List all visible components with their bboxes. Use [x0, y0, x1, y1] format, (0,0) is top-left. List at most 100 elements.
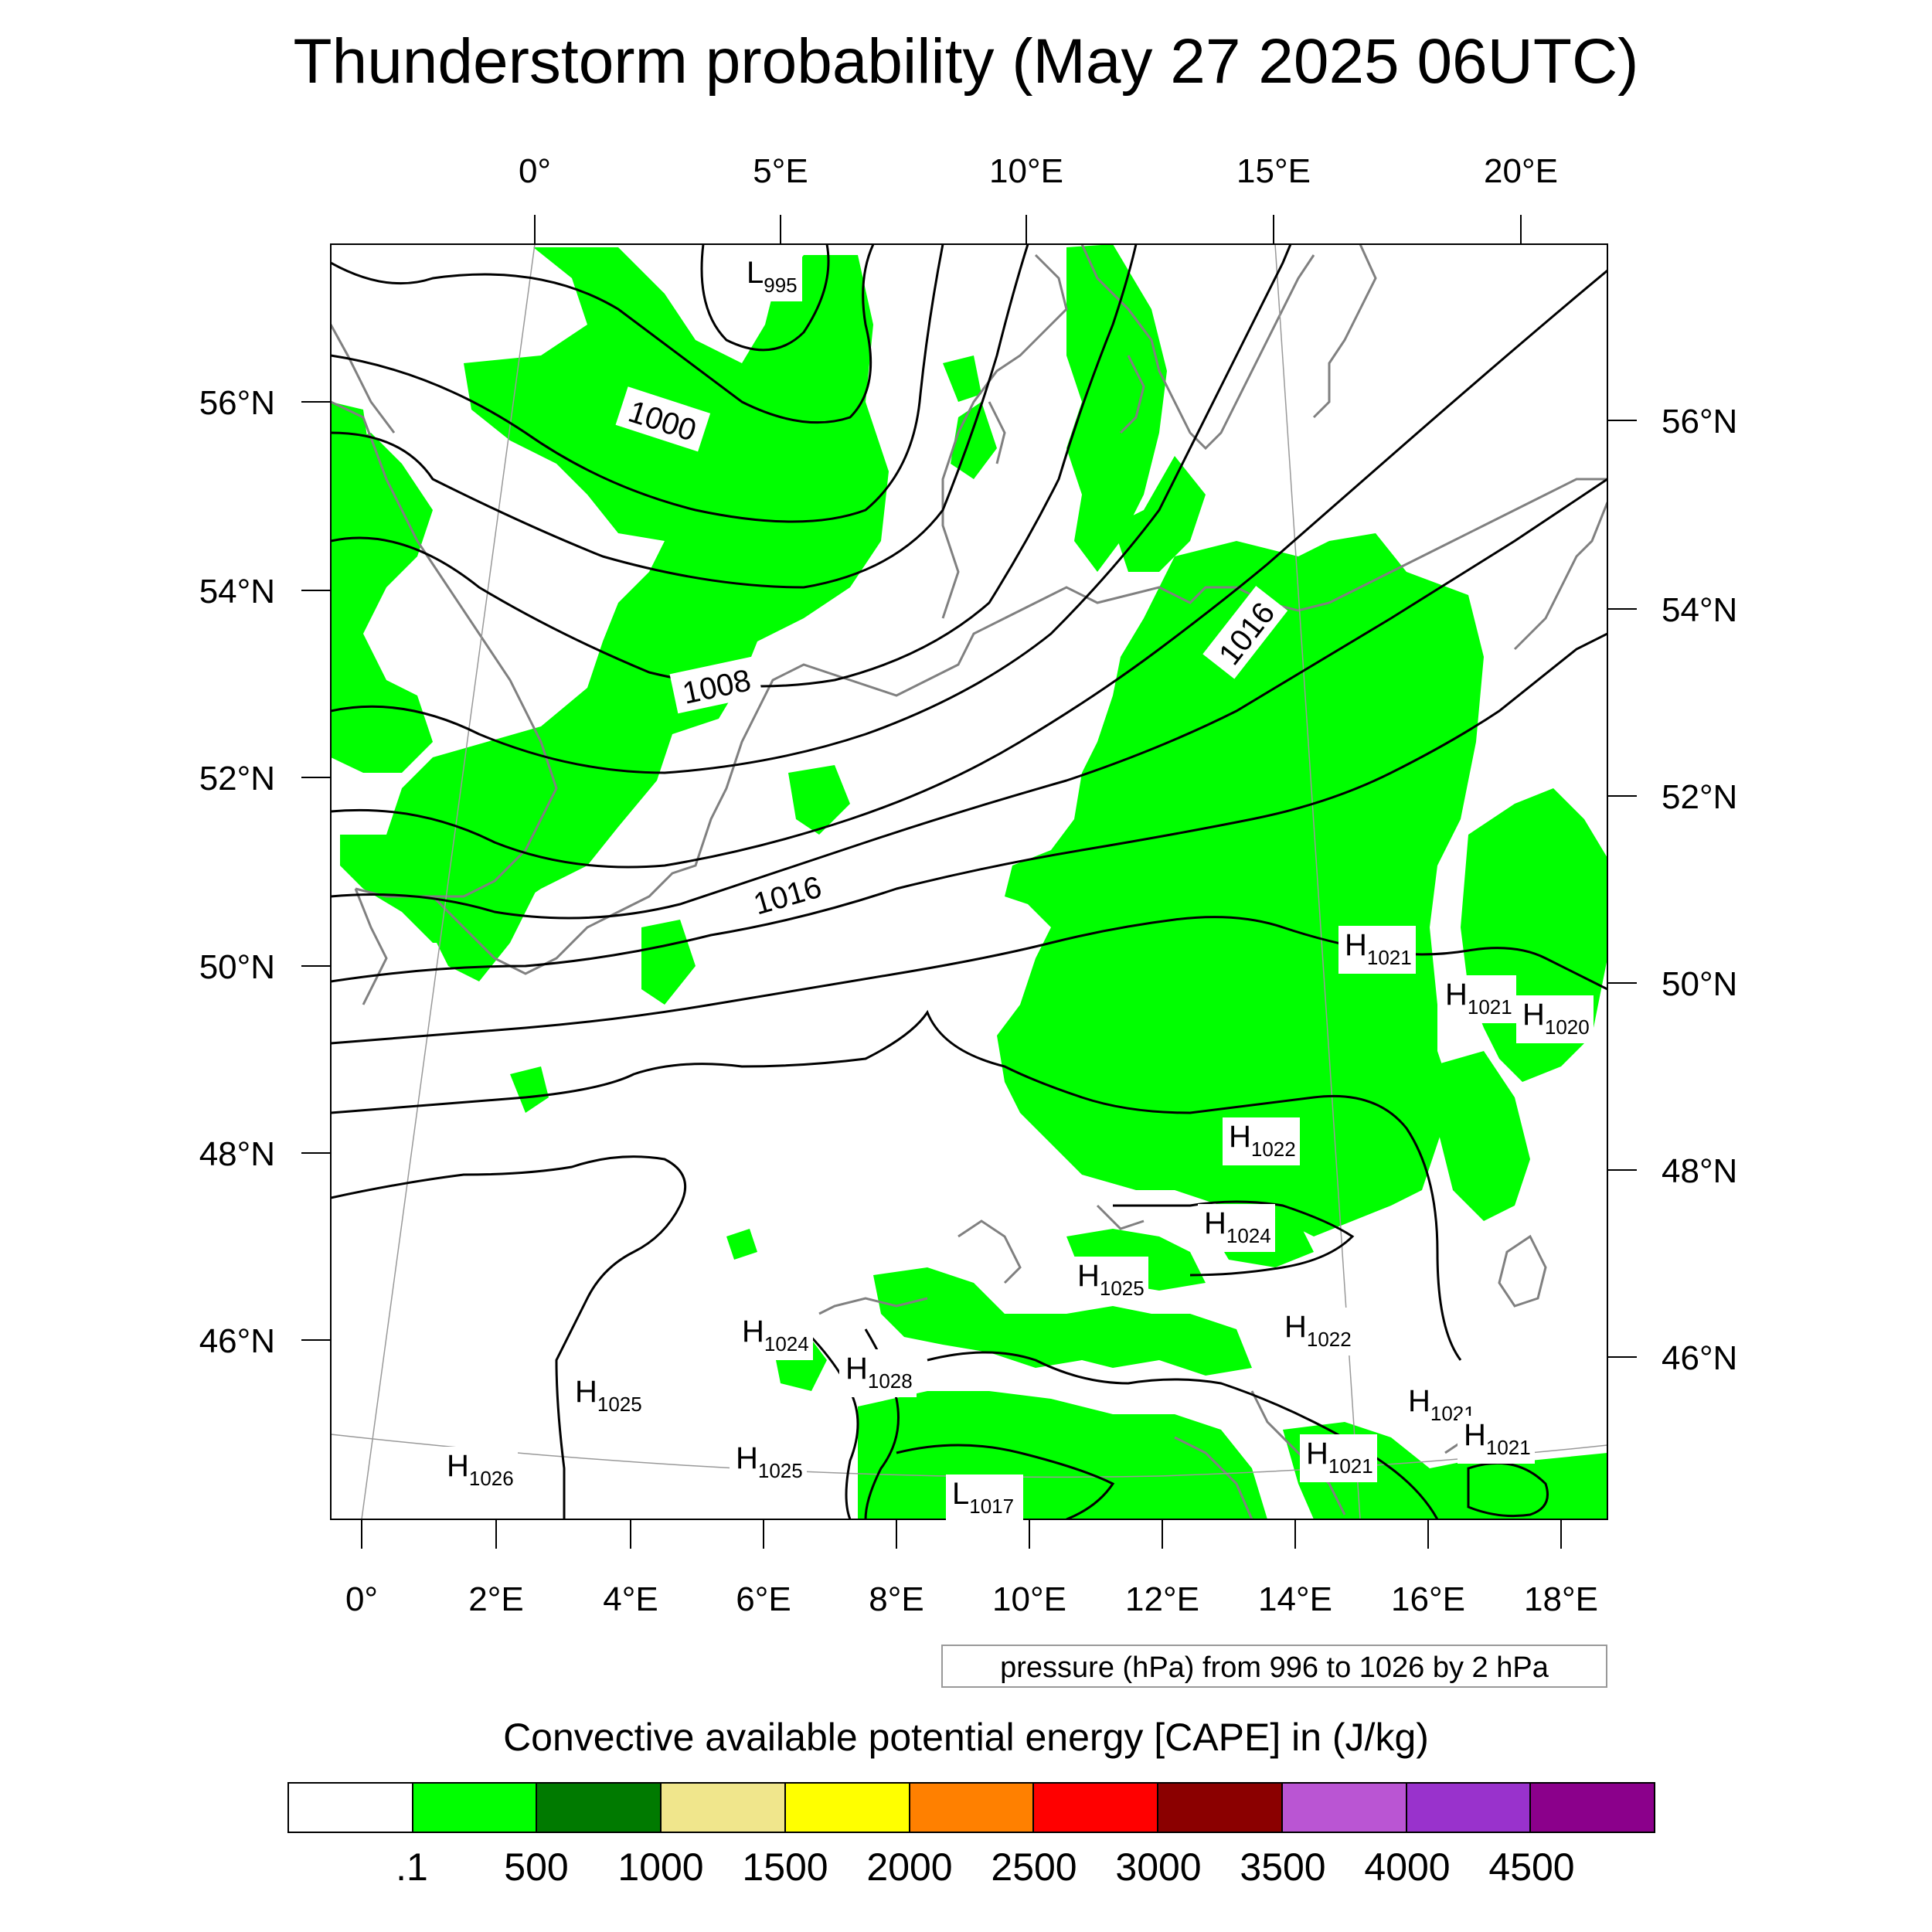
top-lon-label: 0° [519, 152, 551, 190]
right-lat-label: 48°N [1662, 1152, 1737, 1190]
pressure-center: L995 [740, 253, 802, 301]
bottom-lon-labels: 0° 2°E 4°E 6°E 8°E 10°E 12°E 14°E 16°E 1… [345, 1580, 1598, 1618]
svg-text:H1021: H1021 [1445, 978, 1512, 1019]
bottom-lon-label: 4°E [603, 1580, 658, 1618]
cape-region-small1 [726, 1229, 757, 1260]
cape-region-alps [873, 1267, 1252, 1376]
pressure-center: H1024 [1198, 1204, 1275, 1252]
colorbar-tick-label: 4000 [1364, 1845, 1451, 1889]
colorbar-tick-label: 1000 [617, 1845, 704, 1889]
colorbar-box [413, 1784, 538, 1832]
cape-region-north-sea [340, 247, 889, 943]
colorbar-title: Convective available potential energy [C… [503, 1716, 1429, 1759]
left-lat-label: 52°N [199, 760, 275, 798]
colorbar-ticks: .1 500 1000 1500 2000 2500 3000 3500 400… [0, 1844, 1932, 1890]
left-lat-label: 50°N [199, 948, 275, 986]
svg-text:H1024: H1024 [1204, 1206, 1271, 1247]
colorbar-box [537, 1784, 662, 1832]
colorbar-box [1531, 1784, 1655, 1832]
pressure-center: H1025 [569, 1372, 646, 1420]
coastline-layer [331, 244, 1607, 1519]
right-lat-label: 50°N [1662, 965, 1737, 1003]
bottom-lon-label: 10°E [992, 1580, 1066, 1618]
colorbar-box [289, 1784, 413, 1832]
cape-region-sweden [1113, 456, 1206, 572]
svg-text:H1025: H1025 [575, 1375, 642, 1416]
colorbar [287, 1782, 1655, 1833]
graticule-layer [331, 244, 1607, 1519]
cape-region-small5 [943, 355, 981, 402]
pressure-note: pressure (hPa) from 996 to 1026 by 2 hPa [941, 1645, 1607, 1688]
pressure-center: H1028 [839, 1349, 917, 1397]
svg-text:H1025: H1025 [736, 1441, 803, 1482]
pressure-center-labels: L995 H1021 H1021 H1020 H1022 H1024 H1025 [440, 253, 1594, 1522]
bottom-lon-label: 8°E [869, 1580, 923, 1618]
colorbar-box [1406, 1784, 1532, 1832]
svg-text:H1025: H1025 [1077, 1259, 1145, 1300]
top-lon-label: 20°E [1484, 152, 1558, 190]
cape-region-denmark [951, 402, 997, 479]
right-lat-label: 56°N [1662, 403, 1737, 440]
pressure-center: H1021 [1338, 926, 1416, 974]
bottom-lon-label: 16°E [1391, 1580, 1465, 1618]
svg-text:L995: L995 [747, 256, 798, 297]
cape-region-west [331, 433, 433, 773]
pressure-center: H1022 [1278, 1308, 1355, 1355]
bottom-lon-label: 12°E [1125, 1580, 1199, 1618]
pressure-center: H1026 [440, 1447, 518, 1495]
axis-ticks [301, 215, 1637, 1549]
pressure-center: H1021 [1458, 1416, 1535, 1464]
left-lat-label: 56°N [199, 384, 275, 422]
pressure-center: H1025 [1071, 1257, 1148, 1304]
svg-text:L1017: L1017 [952, 1477, 1014, 1518]
cape-region-central-europe [997, 533, 1484, 1236]
top-lon-label: 15°E [1236, 152, 1311, 190]
top-lon-labels: 0° 5°E 10°E 15°E 20°E [519, 152, 1558, 190]
left-lat-labels: 56°N 54°N 52°N 50°N 48°N 46°N [199, 384, 275, 1360]
colorbar-box [785, 1784, 910, 1832]
colorbar-tick-label: 2000 [866, 1845, 953, 1889]
bottom-lon-label: 14°E [1258, 1580, 1332, 1618]
svg-text:H1028: H1028 [845, 1352, 913, 1393]
colorbar-box [662, 1784, 786, 1832]
bottom-lon-label: 2°E [468, 1580, 523, 1618]
colorbar-box [1158, 1784, 1283, 1832]
colorbar-tick-label: 500 [504, 1845, 569, 1889]
svg-text:H1021: H1021 [1306, 1437, 1373, 1478]
svg-text:H1024: H1024 [742, 1315, 809, 1355]
colorbar-tick-label: 3500 [1240, 1845, 1326, 1889]
left-lat-label: 48°N [199, 1135, 275, 1173]
colorbar-tick-label: 2500 [991, 1845, 1077, 1889]
top-lon-label: 10°E [989, 152, 1063, 190]
left-lat-label: 46°N [199, 1322, 275, 1360]
svg-text:H1022: H1022 [1229, 1120, 1296, 1161]
colorbar-box [1282, 1784, 1407, 1832]
cape-region-small2 [510, 1066, 549, 1113]
top-lon-label: 5°E [753, 152, 808, 190]
bottom-lon-label: 18°E [1524, 1580, 1598, 1618]
isobar-layer [331, 244, 1607, 1519]
colorbar-tick-label: .1 [396, 1845, 428, 1889]
bottom-lon-label: 0° [345, 1580, 378, 1618]
cape-region-italy [858, 1391, 1267, 1519]
svg-text:H1021: H1021 [1464, 1418, 1531, 1459]
pressure-center: H1024 [736, 1312, 813, 1360]
cape-region-east-band [1430, 1051, 1530, 1221]
right-lat-labels: 56°N 54°N 52°N 50°N 48°N 46°N [1662, 403, 1737, 1377]
colorbar-tick-label: 1500 [742, 1845, 828, 1889]
pressure-center: H1021 [1300, 1434, 1377, 1482]
pressure-center: H1022 [1223, 1117, 1300, 1165]
chart-title: Thunderstorm probability (May 27 2025 06… [293, 26, 1639, 97]
svg-text:H1022: H1022 [1284, 1310, 1352, 1351]
pressure-center: H1021 [1439, 975, 1516, 1023]
colorbar-tick-label: 3000 [1115, 1845, 1202, 1889]
cape-region-west2 [331, 402, 371, 479]
colorbar-box [1034, 1784, 1159, 1832]
isobar-labels: 1000 1008 1016 1016 [615, 386, 1288, 925]
svg-text:H1026: H1026 [447, 1449, 514, 1490]
svg-text:H1020: H1020 [1522, 998, 1590, 1039]
bottom-lon-label: 6°E [736, 1580, 791, 1618]
pressure-center: L1017 [946, 1475, 1023, 1522]
cape-region-small3 [641, 920, 696, 1005]
